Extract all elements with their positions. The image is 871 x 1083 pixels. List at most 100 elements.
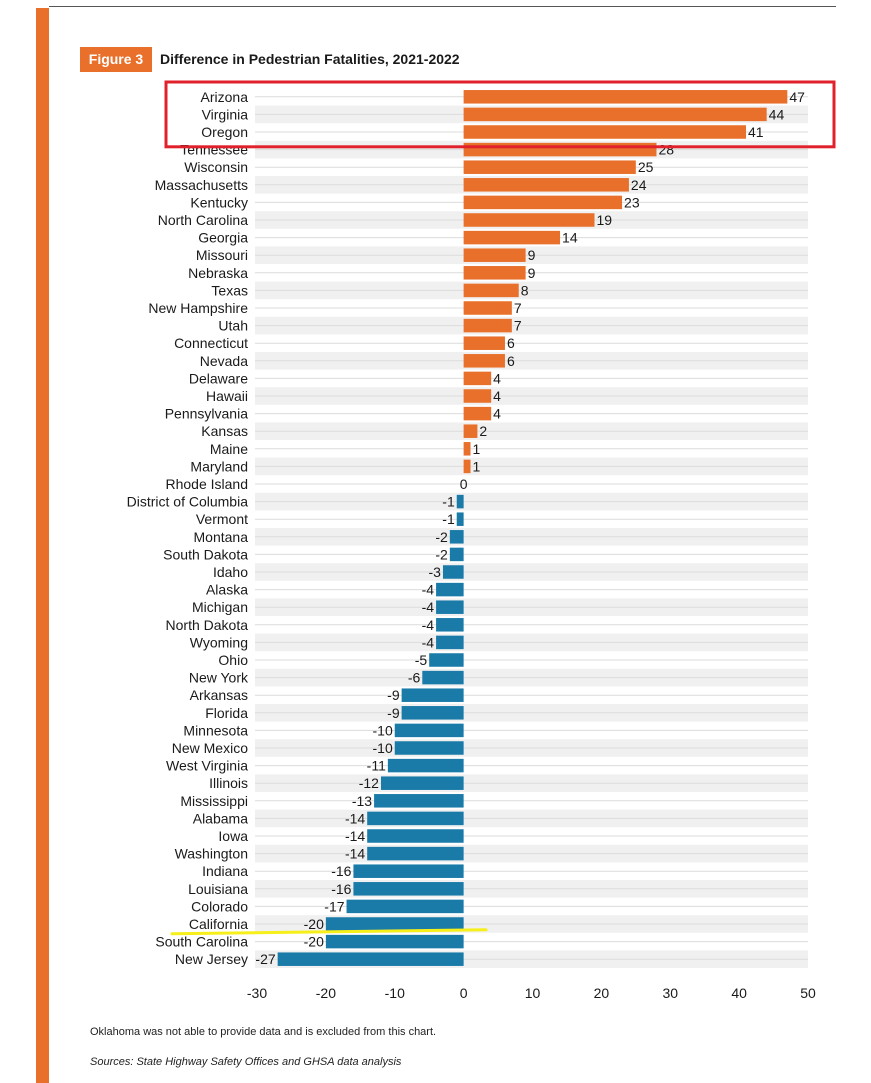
bar <box>463 107 767 122</box>
x-tick-label: 20 <box>594 985 610 1001</box>
value-label: 7 <box>514 318 522 334</box>
value-label: -4 <box>422 582 435 598</box>
bar <box>436 582 464 597</box>
value-label: -12 <box>359 775 379 791</box>
value-label: 8 <box>521 282 529 298</box>
value-label: -4 <box>422 617 435 633</box>
bar <box>463 125 747 139</box>
category-label: North Dakota <box>166 617 249 633</box>
bar <box>463 424 478 438</box>
value-label: -20 <box>304 934 324 950</box>
value-label: 7 <box>514 300 522 316</box>
category-label: Connecticut <box>174 335 248 351</box>
value-label: 1 <box>473 458 481 474</box>
bar <box>436 635 464 650</box>
category-label: Iowa <box>218 828 248 844</box>
value-label: 4 <box>493 406 501 422</box>
category-label: Idaho <box>213 564 248 580</box>
bar <box>456 512 464 526</box>
category-label: District of Columbia <box>127 494 249 510</box>
value-label: -16 <box>331 863 351 879</box>
category-label: Alabama <box>193 810 248 826</box>
category-label: Pennsylvania <box>165 406 248 422</box>
bar <box>463 459 471 474</box>
bar <box>463 406 492 421</box>
value-label: 44 <box>769 106 785 122</box>
category-label: Tennessee <box>180 142 248 158</box>
category-label: Utah <box>218 318 248 334</box>
category-label: Texas <box>211 282 248 298</box>
bar <box>463 336 505 350</box>
category-label: Hawaii <box>206 388 248 404</box>
category-label: Indiana <box>202 863 248 879</box>
category-label: Vermont <box>196 511 248 527</box>
value-label: -14 <box>345 828 365 844</box>
x-tick-label: 10 <box>525 985 541 1001</box>
value-label: -4 <box>422 599 435 615</box>
bar <box>374 794 464 808</box>
category-label: Mississippi <box>180 793 248 809</box>
value-label: -16 <box>331 881 351 897</box>
category-label: Rhode Island <box>165 476 248 492</box>
bar <box>353 882 464 896</box>
category-label: Ohio <box>218 652 248 668</box>
x-tick-label: -20 <box>316 985 336 1001</box>
bar <box>463 160 636 174</box>
x-tick-label: -30 <box>247 985 267 1001</box>
category-label: Maryland <box>190 458 248 474</box>
bar <box>436 600 464 614</box>
category-label: Kentucky <box>190 194 248 210</box>
value-label: 25 <box>638 159 654 175</box>
category-label: Virginia <box>202 106 249 122</box>
value-label: -9 <box>387 687 400 703</box>
value-label: 1 <box>473 441 481 457</box>
category-label: Arkansas <box>190 687 248 703</box>
value-label: -10 <box>373 722 393 738</box>
bar <box>367 829 464 843</box>
top-rule <box>49 6 836 7</box>
category-label: Kansas <box>201 423 248 439</box>
bar <box>367 846 464 861</box>
bar <box>387 758 464 773</box>
bar <box>463 213 595 227</box>
value-label: -3 <box>429 564 442 580</box>
category-label: Georgia <box>198 230 248 246</box>
bar <box>463 283 519 298</box>
category-label: Alaska <box>206 582 248 598</box>
category-label: New Jersey <box>175 951 248 967</box>
value-label: 6 <box>507 335 515 351</box>
value-label: 47 <box>789 89 805 105</box>
category-label: Arizona <box>201 89 249 105</box>
x-tick-label: -10 <box>385 985 405 1001</box>
value-label: 28 <box>658 142 674 158</box>
category-label: California <box>189 916 248 932</box>
bar <box>463 442 471 456</box>
footnote: Oklahoma was not able to provide data an… <box>90 1026 437 1038</box>
bar <box>380 776 464 790</box>
sources-note: Sources: State Highway Safety Offices an… <box>90 1056 402 1068</box>
value-label: -2 <box>435 529 448 545</box>
value-label: 0 <box>460 476 468 492</box>
value-label: 14 <box>562 230 578 246</box>
bar <box>449 530 464 544</box>
value-label: 23 <box>624 194 640 210</box>
category-label: Michigan <box>192 599 248 615</box>
bar <box>463 142 657 157</box>
category-label: Montana <box>194 529 249 545</box>
value-label: -20 <box>304 916 324 932</box>
bar <box>463 318 512 333</box>
figure-label: Figure 3 <box>80 47 152 72</box>
category-label: Maine <box>210 441 248 457</box>
value-label: -11 <box>367 758 386 774</box>
value-label: -6 <box>408 670 421 686</box>
bar <box>449 547 464 562</box>
value-label: 41 <box>748 124 764 140</box>
bar <box>394 723 464 738</box>
value-label: -5 <box>415 652 428 668</box>
highlight-underline <box>170 928 488 936</box>
category-label: West Virginia <box>166 758 248 774</box>
left-accent-bar <box>36 8 49 1083</box>
category-label: Massachusetts <box>155 177 248 193</box>
bar <box>325 917 464 931</box>
